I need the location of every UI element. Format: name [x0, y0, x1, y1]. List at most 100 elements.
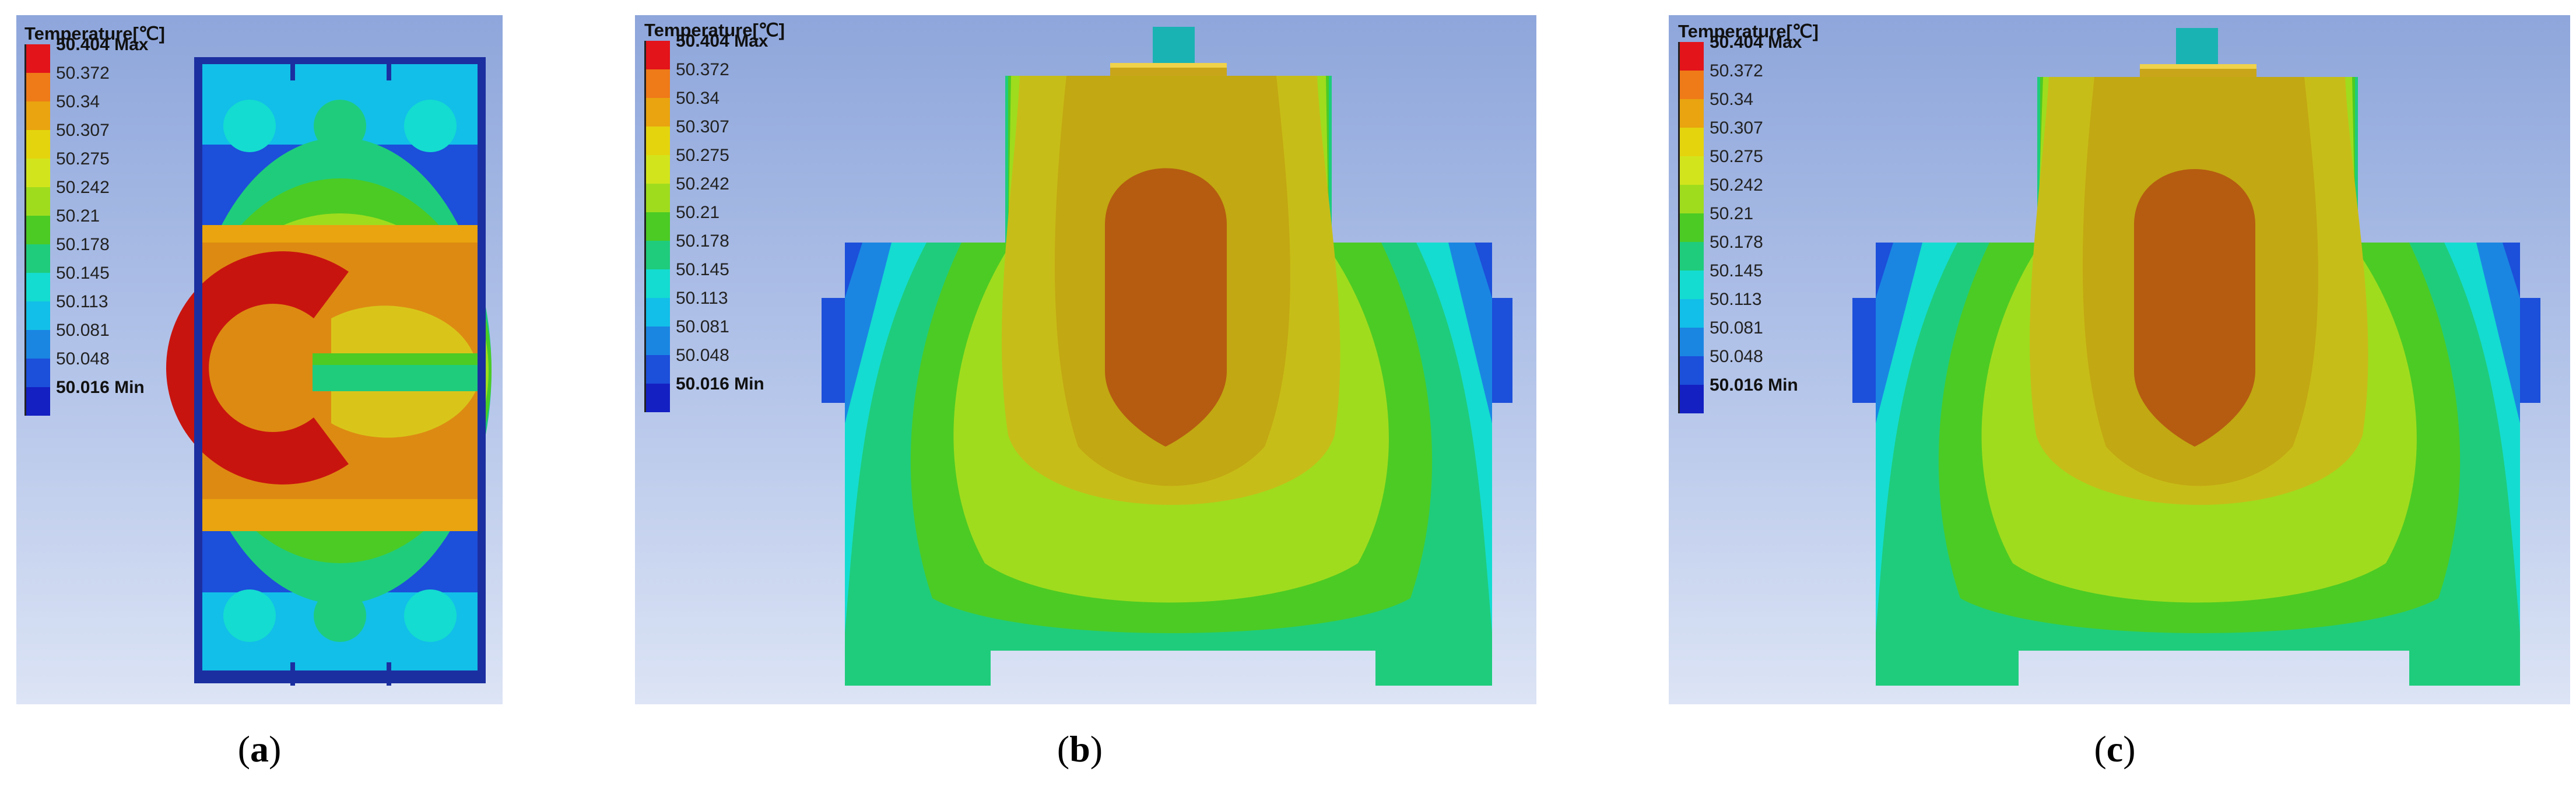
legend-scale-b: 50.404 Max 50.372 50.34 50.307 50.275 50.242 5… [644, 31, 785, 412]
legend-swatch [24, 244, 50, 273]
legend-row: 50.307 [24, 121, 165, 159]
legend-swatch [1678, 356, 1704, 385]
legend-swatch [1678, 385, 1704, 413]
legend-label: 50.372 [676, 60, 729, 79]
legend-label: 50.21 [56, 206, 100, 226]
legend-swatch [24, 101, 50, 130]
legend-swatch [644, 155, 670, 184]
legend-row: 50.275 [644, 146, 785, 184]
legend-scale-c: 50.404 Max 50.372 50.34 50.307 50.275 50.242 5… [1678, 33, 1819, 413]
legend-row: 50.178 [1678, 233, 1819, 271]
legend-scale: 50.404 Max 50.372 50.34 50.307 50.275 50.242 5… [24, 35, 165, 416]
legend-row: 50.242 [24, 178, 165, 216]
legend-label: 50.178 [1710, 233, 1763, 252]
legend-swatch [24, 187, 50, 216]
legend-row: 50.081 [1678, 318, 1819, 356]
legend-label: 50.016 Min [56, 378, 145, 397]
legend-label: 50.048 [676, 346, 729, 365]
legend-label: 50.113 [1710, 290, 1762, 309]
legend-label: 50.145 [1710, 261, 1763, 280]
legend-row: 50.34 [24, 92, 165, 130]
legend-label: 50.21 [676, 203, 720, 222]
legend-swatch [644, 69, 670, 98]
legend-swatch [644, 269, 670, 298]
caption-b: (b) [1057, 728, 1103, 770]
legend-title-b: Temperature[℃] [644, 20, 785, 40]
legend-row: 50.21 [644, 203, 785, 241]
legend-label: 50.178 [56, 235, 110, 254]
legend-label: 50.242 [1710, 175, 1763, 195]
legend-label: 50.145 [676, 260, 729, 279]
legend-row: 50.404 Max [1678, 33, 1819, 71]
caption-c: (c) [2094, 728, 2136, 770]
legend-title: Temperature[℃] [24, 23, 165, 44]
legend-swatch [644, 212, 670, 241]
legend-label: 50.404 Max [676, 31, 768, 51]
legend-label: 50.404 Max [1710, 33, 1802, 52]
legend-swatch [24, 273, 50, 301]
legend-label: 50.34 [676, 89, 720, 108]
legend-row: 50.372 [24, 64, 165, 101]
legend-label: 50.275 [1710, 147, 1763, 166]
legend-row: 50.178 [644, 231, 785, 269]
panel-a: Temperature[℃] 50.404 Max 50.372 50.34 50.3… [16, 15, 503, 704]
legend-row: 50.016 Min [644, 374, 785, 412]
legend-label: 50.34 [1710, 90, 1754, 109]
legend-label: 50.081 [56, 321, 110, 340]
legend-swatch [644, 127, 670, 155]
legend-swatch [644, 41, 670, 69]
legend-row: 50.016 Min [24, 378, 165, 416]
legend-swatch [1678, 271, 1704, 299]
legend-label: 50.372 [1710, 61, 1763, 80]
legend-row: 50.404 Max [644, 31, 785, 69]
legend-row: 50.34 [1678, 90, 1819, 128]
legend-label: 50.275 [676, 146, 729, 165]
temperature-legend-b: Temperature[℃] 50.404 Max 50.372 50.34 50.3… [644, 20, 785, 412]
legend-row: 50.113 [1678, 290, 1819, 328]
legend-swatch [1678, 185, 1704, 213]
legend-swatch [1678, 99, 1704, 128]
legend-row: 50.145 [1678, 261, 1819, 299]
legend-label: 50.404 Max [56, 35, 149, 54]
legend-swatch [1678, 71, 1704, 99]
legend-swatch [1678, 42, 1704, 71]
legend-row: 50.048 [644, 346, 785, 384]
legend-swatch [644, 298, 670, 326]
legend-swatch [24, 301, 50, 330]
legend-row: 50.048 [24, 349, 165, 387]
legend-row: 50.34 [644, 89, 785, 127]
legend-swatch [1678, 328, 1704, 356]
legend-label: 50.081 [676, 317, 729, 336]
temperature-legend: Temperature[℃] 50.404 Max 50.372 50.34 50.3… [24, 23, 165, 416]
legend-swatch [24, 330, 50, 359]
legend-row: 50.113 [24, 292, 165, 330]
legend-label: 50.016 Min [1710, 375, 1798, 395]
plan-view-contour [166, 57, 492, 686]
legend-swatch [644, 384, 670, 412]
legend-row: 50.242 [1678, 175, 1819, 213]
legend-label: 50.145 [56, 264, 110, 283]
legend-swatch [24, 216, 50, 244]
front-section-contour-b [822, 27, 1512, 686]
legend-row: 50.21 [1678, 204, 1819, 242]
temperature-legend-c: Temperature[℃] 50.404 Max 50.372 50.34 50.3… [1678, 21, 1819, 413]
legend-label: 50.048 [56, 349, 110, 368]
legend-row: 50.145 [644, 260, 785, 298]
legend-title-c: Temperature[℃] [1678, 21, 1819, 41]
legend-label: 50.048 [1710, 347, 1763, 366]
legend-swatch [24, 130, 50, 159]
legend-row: 50.048 [1678, 347, 1819, 385]
panel-c: Temperature[℃] 50.404 Max 50.372 50.34 50.3… [1669, 15, 2570, 704]
legend-row: 50.145 [24, 264, 165, 301]
legend-label: 50.372 [56, 64, 110, 83]
legend-label: 50.307 [676, 117, 729, 136]
legend-label: 50.178 [676, 231, 729, 251]
legend-swatch [644, 241, 670, 269]
legend-swatch [1678, 213, 1704, 242]
legend-swatch [24, 387, 50, 416]
legend-label: 50.307 [1710, 118, 1763, 138]
legend-row: 50.275 [1678, 147, 1819, 185]
legend-label: 50.113 [56, 292, 108, 311]
legend-label: 50.21 [1710, 204, 1754, 223]
legend-swatch [24, 359, 50, 387]
